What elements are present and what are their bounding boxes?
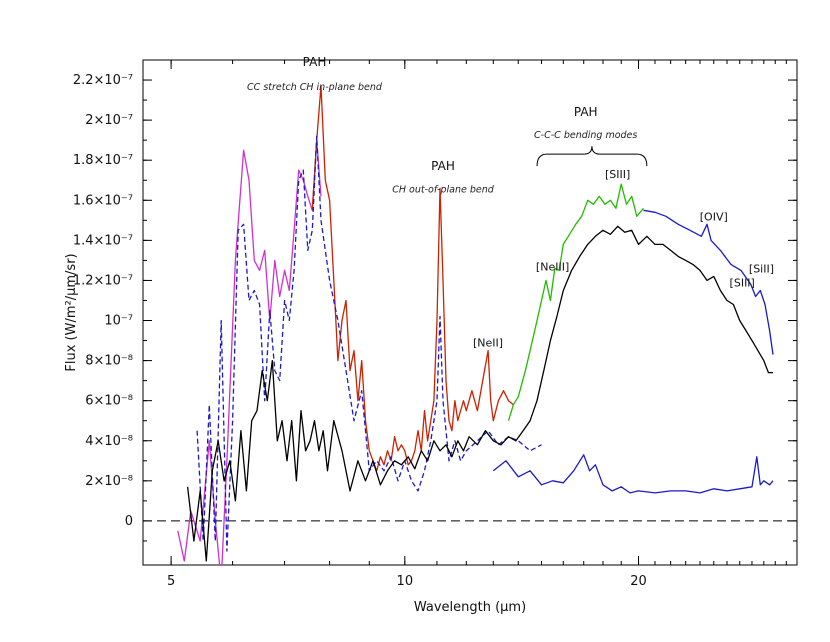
y-tick-label: 0 — [125, 514, 133, 529]
y-tick-label: 1.8×10⁻⁷ — [73, 153, 133, 168]
x-tick-label: 20 — [630, 574, 647, 589]
y-tick-label: 2.2×10⁻⁷ — [73, 73, 133, 88]
y-tick-label: 8×10⁻⁸ — [85, 354, 133, 369]
x-tick-label: 5 — [167, 574, 175, 589]
x-tick-label: 10 — [397, 574, 414, 589]
y-tick-label: 4×10⁻⁸ — [85, 434, 133, 449]
annotation-label: [SIII] — [605, 168, 630, 181]
y-axis-label: Flux (W/m²/µm/sr) — [64, 253, 79, 371]
y-tick-label: 2×10⁻⁷ — [85, 113, 133, 128]
y-tick-label: 6×10⁻⁸ — [85, 394, 133, 409]
series-group — [177, 85, 774, 565]
annotation-label: [OIV] — [700, 210, 728, 223]
series-line-red — [311, 85, 514, 472]
series-line-blue — [643, 209, 774, 355]
annotation-label: PAH — [574, 105, 598, 119]
annotation-label: PAH — [303, 55, 327, 69]
annotation-label: [NeIII] — [536, 260, 569, 273]
series-line-magenta — [177, 139, 322, 565]
annotation-label: PAH — [431, 159, 455, 173]
annotation-label: [SIII] — [730, 276, 755, 289]
bending-modes-brace — [536, 146, 648, 167]
y-tick-label: 1.2×10⁻⁷ — [73, 273, 133, 288]
series-line-blue-dashed — [196, 135, 542, 552]
annotation-label: CC stretch CH in-plane bend — [247, 82, 383, 93]
y-tick-label: 10⁻⁷ — [104, 314, 133, 329]
y-tick-label: 1.6×10⁻⁷ — [73, 193, 133, 208]
x-axis-label: Wavelength (µm) — [414, 600, 526, 615]
series-line-black — [186, 225, 773, 562]
y-tick-label: 1.4×10⁻⁷ — [73, 233, 133, 248]
series-line-green — [507, 183, 644, 421]
annotation-label: C-C-C bending modes — [534, 130, 637, 141]
annotation-label: CH out-of-plane bend — [392, 184, 494, 195]
annotation-label: [NeII] — [473, 337, 503, 350]
series-line-blue-lower — [492, 454, 774, 494]
plot-frame — [142, 59, 798, 566]
y-tick-label: 2×10⁻⁸ — [85, 474, 133, 489]
annotation-label: [SiII] — [749, 262, 774, 275]
